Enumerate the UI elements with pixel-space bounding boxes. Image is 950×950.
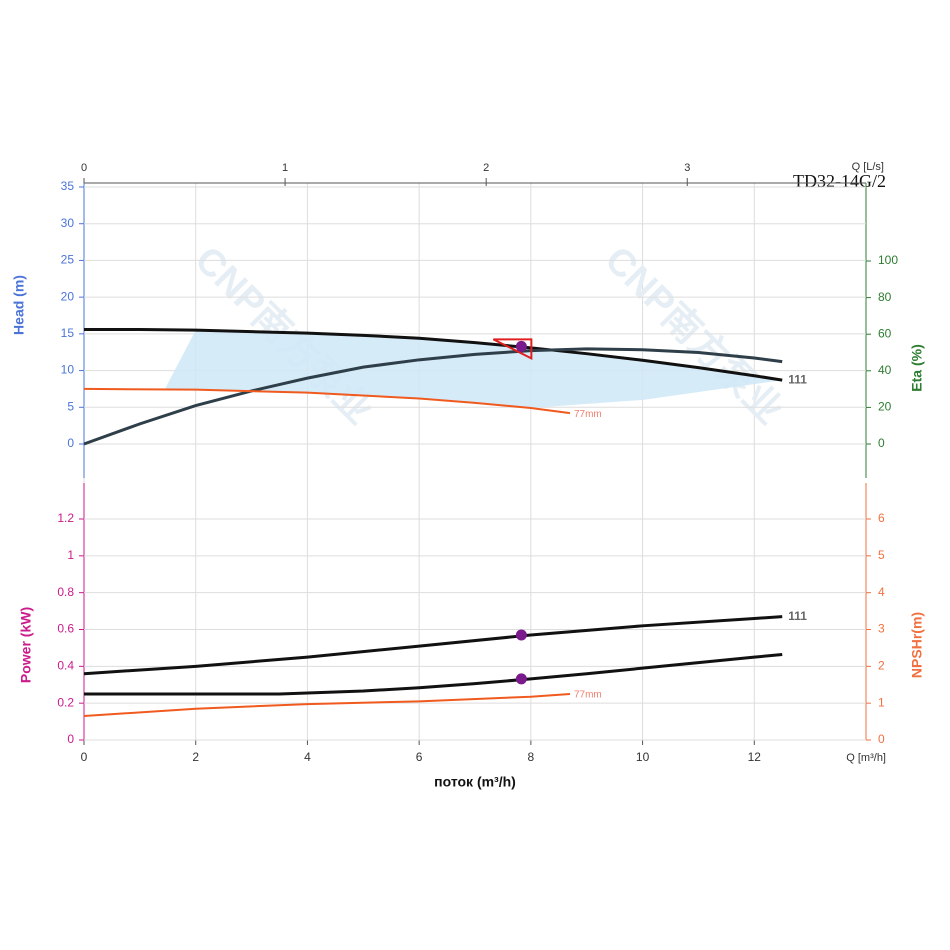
x-tick-label: 2 xyxy=(192,750,199,764)
y-tick-label: 15 xyxy=(61,326,75,340)
y2-tick-label: 0 xyxy=(878,732,885,746)
duty-point xyxy=(515,340,527,352)
y-tick-label: 5 xyxy=(67,399,74,413)
series-label: 111 xyxy=(788,609,807,623)
y2-axis-title: NPSHr(m) xyxy=(909,612,925,678)
chart-title: TD32-14G/2 xyxy=(793,171,886,191)
x-tick-label: 8 xyxy=(528,750,535,764)
y-tick-label: 10 xyxy=(61,363,75,377)
y2-axis-title: Eta (%) xyxy=(909,344,925,391)
y-tick-label: 0.2 xyxy=(57,695,74,709)
y2-tick-label: 1 xyxy=(878,695,885,709)
y-tick-label: 0.8 xyxy=(57,585,74,599)
y-tick-label: 20 xyxy=(61,289,75,303)
y2-tick-label: 40 xyxy=(878,363,892,377)
y2-tick-label: 80 xyxy=(878,290,892,304)
curve xyxy=(83,692,571,718)
duty-marker xyxy=(492,338,533,360)
y2-tick-label: 4 xyxy=(878,585,885,599)
y2-tick-label: 6 xyxy=(878,511,885,525)
x-unit: Q [m³/h] xyxy=(846,752,886,764)
series-label: 77mm xyxy=(574,409,602,420)
curve xyxy=(83,615,783,676)
x2-axis-title: Q [L/s] xyxy=(852,161,884,173)
y-tick-label: 30 xyxy=(61,216,75,230)
y-tick-label: 0.4 xyxy=(57,659,74,673)
series-label: 111 xyxy=(788,372,807,386)
y-tick-label: 0 xyxy=(67,732,74,746)
y2-tick-label: 100 xyxy=(878,253,898,267)
duty-point xyxy=(515,629,527,641)
y2-tick-label: 60 xyxy=(878,326,892,340)
x2-tick-label: 0 xyxy=(81,162,87,174)
y2-tick-label: 0 xyxy=(878,436,885,450)
curve xyxy=(83,387,571,415)
x-tick-label: 0 xyxy=(81,750,88,764)
x-tick-label: 12 xyxy=(748,750,762,764)
y-tick-label: 1 xyxy=(67,548,74,562)
operating-area xyxy=(164,330,783,409)
y-tick-label: 35 xyxy=(61,179,75,193)
x2-tick-label: 2 xyxy=(483,162,489,174)
curve xyxy=(84,327,783,382)
y2-tick-label: 3 xyxy=(878,622,885,636)
y2-tick-label: 2 xyxy=(878,659,885,673)
y-axis-title: Power (kW) xyxy=(18,607,34,683)
series-label: 77mm xyxy=(574,690,602,701)
curve xyxy=(84,653,783,696)
y-tick-label: 1.2 xyxy=(57,511,74,525)
y-tick-label: 25 xyxy=(61,253,75,267)
x-tick-label: 6 xyxy=(416,750,423,764)
watermark: CNP南方泵业 xyxy=(597,239,791,433)
curve xyxy=(83,347,783,446)
x2-tick-label: 1 xyxy=(282,162,288,174)
y-axis-title: Head (m) xyxy=(11,275,27,335)
y-tick-label: 0.6 xyxy=(57,622,74,636)
x-tick-label: 10 xyxy=(636,750,650,764)
y2-tick-label: 20 xyxy=(878,400,892,414)
x2-tick-label: 3 xyxy=(684,162,690,174)
duty-point xyxy=(515,673,527,685)
y-tick-label: 0 xyxy=(67,436,74,450)
x-axis-title: поток (m³/h) xyxy=(434,774,516,790)
y2-tick-label: 5 xyxy=(878,548,885,562)
x-tick-label: 4 xyxy=(304,750,311,764)
